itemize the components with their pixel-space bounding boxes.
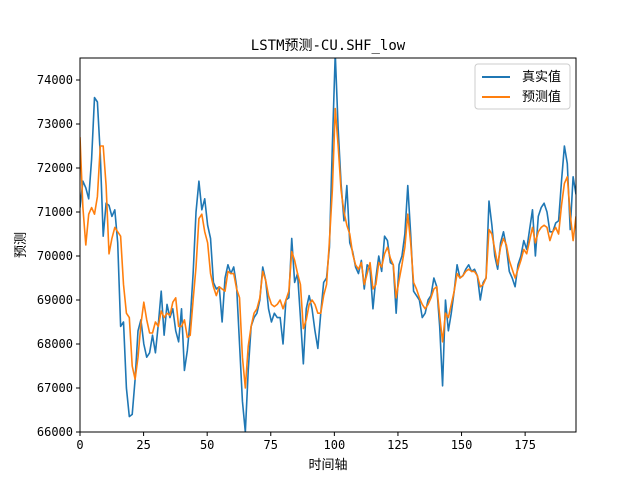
y-tick-label: 73000 xyxy=(37,117,73,131)
legend: 真实值 预测值 xyxy=(474,63,571,110)
y-tick-label: 70000 xyxy=(37,249,73,263)
x-tick-label: 125 xyxy=(387,438,409,452)
legend-label-actual: 真实值 xyxy=(522,69,561,85)
y-tick-label: 71000 xyxy=(37,205,73,219)
y-tick-label: 66000 xyxy=(37,425,73,439)
x-tick-label: 100 xyxy=(324,438,346,452)
y-axis-ticks: 66000 67000 68000 69000 70000 71000 72000 73000… xyxy=(37,73,80,439)
y-tick-label: 67000 xyxy=(37,381,73,395)
x-tick-label: 25 xyxy=(136,438,150,452)
x-tick-label: 50 xyxy=(200,438,214,452)
x-axis-label: 时间轴 xyxy=(308,458,347,473)
x-tick-label: 75 xyxy=(264,438,278,452)
x-tick-label: 175 xyxy=(514,438,536,452)
y-tick-label: 74000 xyxy=(37,73,73,87)
y-tick-label: 72000 xyxy=(37,161,73,175)
chart-title: LSTM预测-CU.SHF_low xyxy=(251,38,406,54)
y-tick-label: 69000 xyxy=(37,293,73,307)
x-axis-ticks: 0 25 50 75 100 125 150 175 xyxy=(76,432,536,452)
y-tick-label: 68000 xyxy=(37,337,73,351)
plot-frame xyxy=(79,57,577,433)
x-tick-label: 0 xyxy=(76,438,83,452)
legend-label-predicted: 预测值 xyxy=(522,89,561,105)
x-tick-label: 150 xyxy=(451,438,473,452)
series-layer xyxy=(80,58,576,432)
y-axis-label: 预测 xyxy=(14,232,29,258)
series-line-predicted xyxy=(80,107,576,389)
